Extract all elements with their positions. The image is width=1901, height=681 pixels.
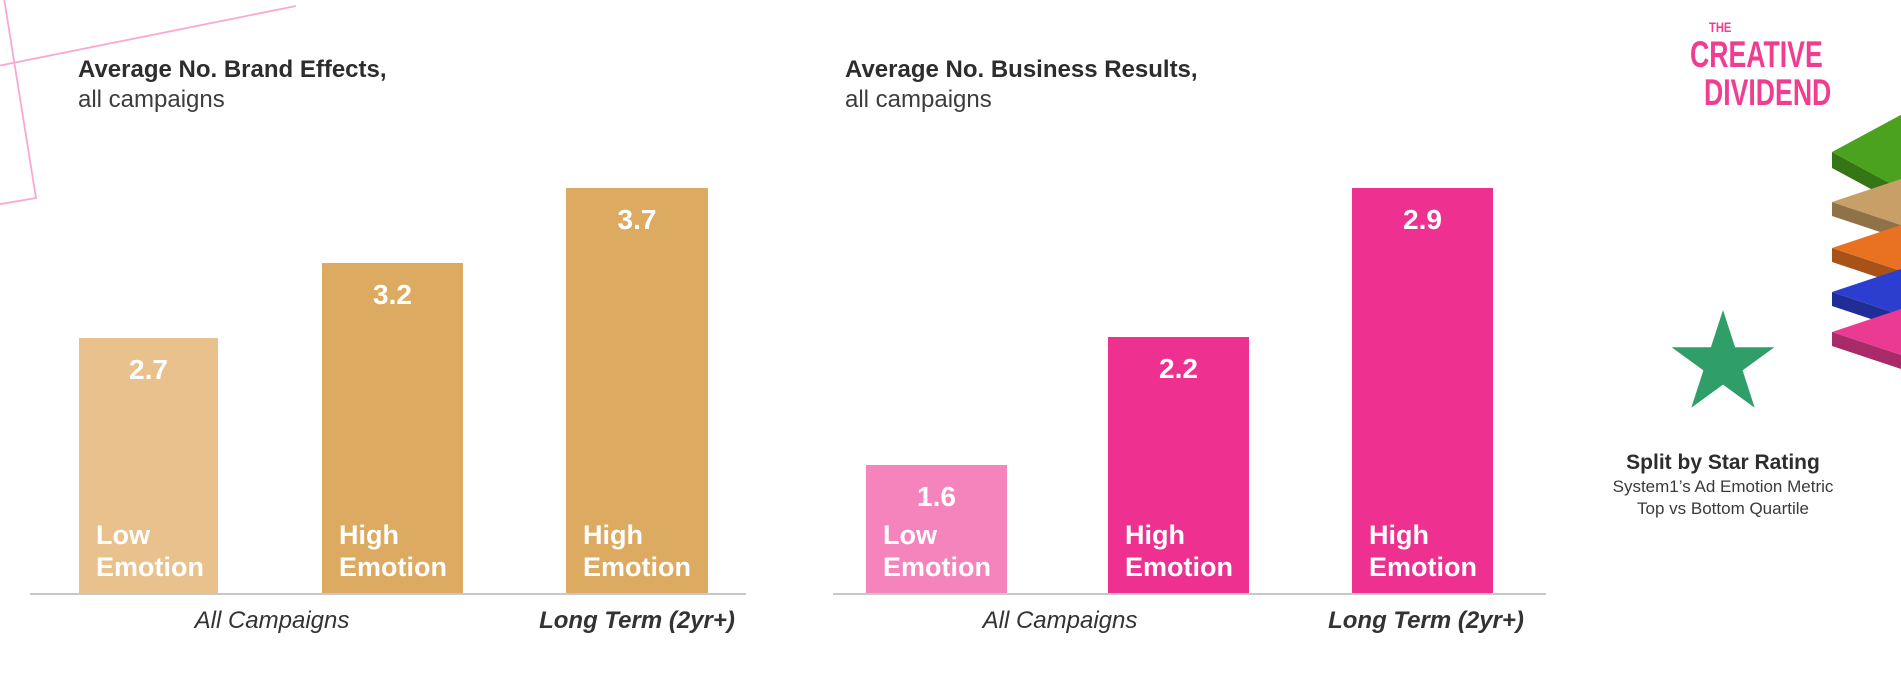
bar-category-label: High Emotion (339, 520, 447, 582)
caption-line-1: System1’s Ad Emotion Metric (1612, 477, 1834, 496)
business-results-chart: Average No. Business Results, all campai… (833, 55, 1546, 655)
bar-low-emotion: 2.7 Low Emotion (79, 338, 218, 593)
brand-chart-subtitle: all campaigns (78, 86, 225, 113)
star-icon (1671, 310, 1775, 408)
stacked-layers-icon (1832, 114, 1901, 369)
group-label-long-term: Long Term (2yr+) (539, 607, 735, 634)
bar-value-label: 3.2 (373, 279, 412, 310)
bar-category-label: High Emotion (583, 520, 691, 582)
logo-word-creative: CREATIVE (1690, 34, 1823, 75)
bar-category-label: High Emotion (1369, 520, 1477, 582)
bar-value-label: 1.6 (917, 481, 956, 512)
bar-value-label: 3.7 (617, 204, 657, 235)
bar-value-label: 2.9 (1403, 204, 1442, 235)
business-chart-plot-area: 1.6 Low Emotion 2.2 High Emotion 2.9 Hig… (833, 55, 1546, 593)
bar-category-label: High Emotion (1125, 520, 1233, 582)
bar-category-label: Low Emotion (883, 520, 991, 582)
group-label-long-term: Long Term (2yr+) (1328, 607, 1524, 634)
x-axis-line (30, 593, 746, 595)
brand-chart-plot-area: 2.7 Low Emotion 3.2 High Emotion 3.7 Hig… (30, 55, 746, 593)
creative-dividend-logo: THE CREATIVE DIVIDEND (1690, 20, 1881, 111)
brand-chart-title-block: Average No. Brand Effects, all campaigns (78, 55, 387, 115)
group-label-all-campaigns: All Campaigns (194, 607, 350, 634)
logo-word-dividend: DIVIDEND (1704, 72, 1832, 113)
bar-high-emotion-longterm: 2.9 High Emotion (1352, 188, 1493, 593)
bar-category-label: Low Emotion (96, 520, 204, 582)
business-chart-title-block: Average No. Business Results, all campai… (845, 55, 1198, 115)
caption-line-2: Top vs Bottom Quartile (1637, 499, 1809, 518)
bar-value-label: 2.7 (129, 354, 168, 385)
logo-word-the: THE (1709, 19, 1732, 35)
brand-effects-chart: Average No. Brand Effects, all campaigns… (30, 55, 746, 655)
bar-value-label: 2.2 (1159, 353, 1198, 384)
bar-high-emotion: 2.2 High Emotion (1108, 337, 1249, 593)
business-chart-title: Average No. Business Results, (845, 56, 1198, 83)
business-chart-subtitle: all campaigns (845, 86, 992, 113)
x-axis-line (833, 593, 1546, 595)
bar-low-emotion: 1.6 Low Emotion (866, 465, 1007, 593)
bar-high-emotion-longterm: 3.7 High Emotion (566, 188, 708, 593)
group-label-all-campaigns: All Campaigns (982, 607, 1138, 634)
star-rating-caption: Split by Star Rating System1’s Ad Emotio… (1583, 450, 1863, 520)
brand-chart-title: Average No. Brand Effects, (78, 56, 387, 83)
caption-title: Split by Star Rating (1626, 451, 1820, 474)
bar-high-emotion: 3.2 High Emotion (322, 263, 463, 593)
